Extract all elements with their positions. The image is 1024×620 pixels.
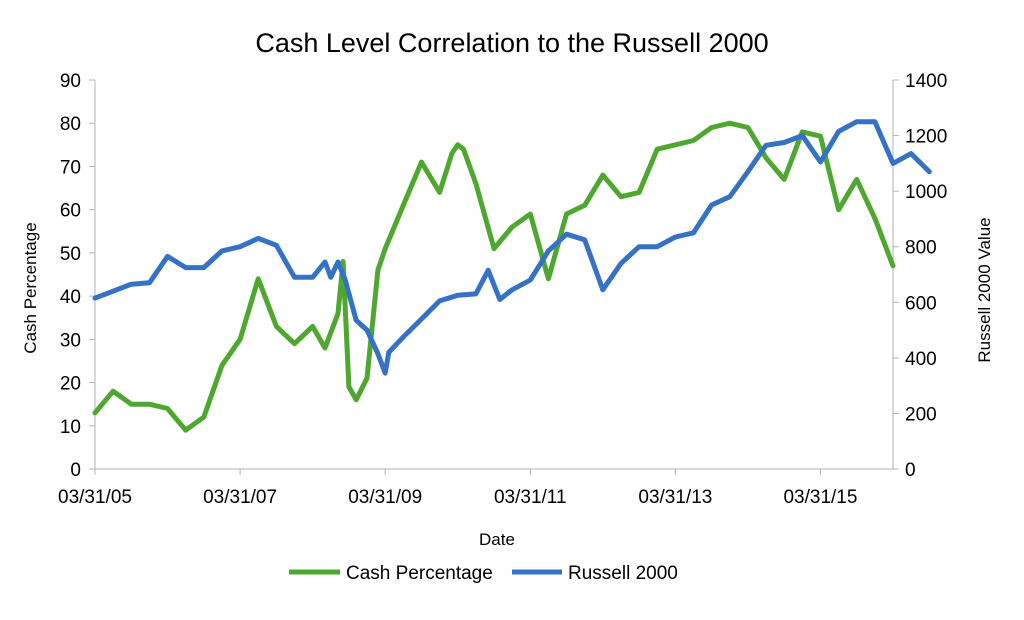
x-ticks: 03/31/05 03/31/07 03/31/09 03/31/11 03/31/13… — [58, 469, 857, 508]
right-y-ticks: 0 200 400 600 800 1000 1200 1400 — [893, 71, 947, 481]
chart-title: Cash Level Correlation to the Russell 20… — [255, 28, 768, 58]
left-y-tick-label: 10 — [60, 417, 81, 438]
right-y-tick-label: 1000 — [905, 182, 947, 203]
left-y-tick-label: 20 — [60, 374, 81, 395]
legend-label-russell-2000: Russell 2000 — [568, 563, 678, 584]
left-y-tick-label: 60 — [60, 201, 81, 222]
right-y-tick-label: 1400 — [905, 71, 947, 92]
x-tick-label: 03/31/13 — [638, 487, 712, 508]
x-tick-label: 03/31/09 — [348, 487, 422, 508]
left-y-ticks: 0 10 20 30 40 50 60 70 80 90 — [60, 71, 95, 481]
left-y-tick-label: 0 — [70, 460, 81, 481]
right-y-tick-label: 600 — [905, 293, 937, 314]
series-line-russell-2000 — [92, 119, 932, 376]
x-tick-label: 03/31/15 — [783, 487, 857, 508]
right-y-tick-label: 0 — [905, 460, 916, 481]
left-y-tick-label: 80 — [60, 114, 81, 135]
x-axis-label: Date — [479, 530, 515, 549]
right-y-tick-label: 800 — [905, 238, 937, 259]
series-line-cash-percentage — [92, 120, 896, 433]
left-y-tick-label: 50 — [60, 244, 81, 265]
right-y-axis-label: Russell 2000 Value — [975, 217, 994, 362]
left-y-tick-label: 70 — [60, 157, 81, 178]
left-y-tick-label: 90 — [60, 71, 81, 92]
x-tick-label: 03/31/07 — [203, 487, 277, 508]
x-tick-label: 03/31/05 — [58, 487, 132, 508]
legend: Cash Percentage Russell 2000 — [289, 563, 678, 584]
right-y-tick-label: 200 — [905, 404, 937, 425]
legend-label-cash-percentage: Cash Percentage — [346, 563, 493, 584]
left-y-tick-label: 30 — [60, 330, 81, 351]
left-y-axis-label: Cash Percentage — [21, 222, 40, 353]
left-y-tick-label: 40 — [60, 287, 81, 308]
right-y-tick-label: 1200 — [905, 127, 947, 148]
x-tick-label: 03/31/11 — [494, 487, 567, 508]
right-y-tick-label: 400 — [905, 349, 937, 370]
series-layer — [92, 119, 932, 433]
